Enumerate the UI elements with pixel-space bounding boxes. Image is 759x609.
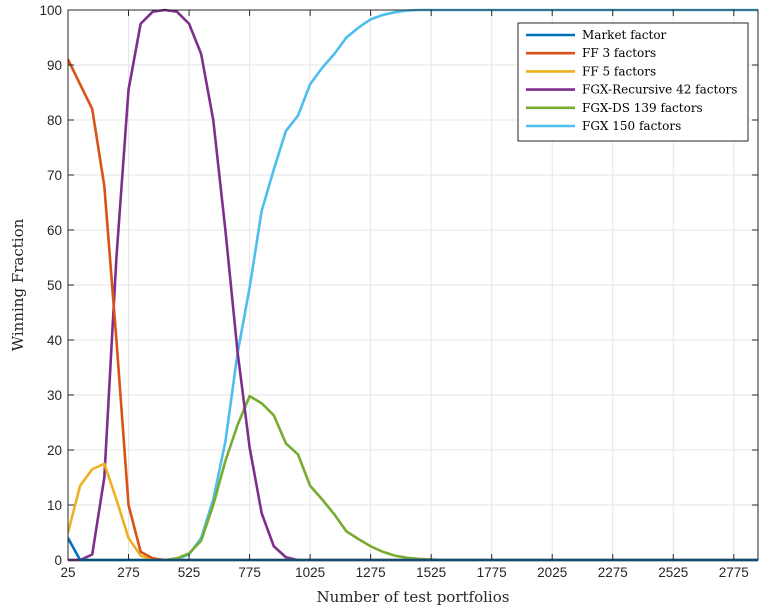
y-tick-label: 0	[54, 553, 62, 568]
x-tick-label: 1275	[356, 565, 386, 580]
x-tick-label: 1525	[416, 565, 446, 580]
x-tick-label: 525	[178, 565, 201, 580]
legend: Market factor FF 3 factors FF 5 factors FGX…	[517, 22, 749, 142]
series-line-0	[68, 536, 758, 562]
y-tick-label: 100	[39, 3, 62, 18]
series-line-2	[68, 462, 758, 562]
y-tick-label: 40	[47, 333, 62, 348]
series-line-4	[68, 394, 758, 562]
x-tick-label: 2025	[537, 565, 567, 580]
legend-entry-3: FGX-Recursive 42 factors	[582, 83, 737, 97]
x-tick-label: 25	[60, 565, 75, 580]
y-tick-label: 70	[47, 168, 62, 183]
x-tick-label: 2275	[598, 565, 628, 580]
x-tick-label: 2525	[658, 565, 688, 580]
x-tick-label: 275	[117, 565, 140, 580]
legend-entry-5: FGX 150 factors	[582, 119, 681, 133]
series-line-3	[68, 8, 758, 562]
legend-entry-1: FF 3 factors	[582, 46, 656, 60]
axis-ticks: 25 275 525 775 1025 1275 1525 1775 2025 2275 2525 2…	[39, 3, 758, 580]
legend-box	[517, 22, 749, 142]
x-tick-label: 1775	[477, 565, 507, 580]
y-axis-label: Winning Fraction	[9, 218, 27, 351]
y-tick-label: 10	[47, 498, 62, 513]
y-tick-label: 50	[47, 278, 62, 293]
y-tick-label: 20	[47, 443, 62, 458]
legend-entry-2: FF 5 factors	[582, 64, 656, 78]
x-tick-label: 775	[238, 565, 261, 580]
x-axis-label: Number of test portfolios	[317, 588, 510, 606]
legend-entry-4: FGX-DS 139 factors	[582, 101, 703, 115]
legend-entry-0: Market factor	[582, 28, 667, 42]
y-tick-label: 30	[47, 388, 62, 403]
x-tick-label: 2775	[719, 565, 749, 580]
y-tick-label: 90	[47, 58, 62, 73]
x-tick-label: 1025	[295, 565, 325, 580]
y-tick-label: 60	[47, 223, 62, 238]
y-tick-label: 80	[47, 113, 62, 128]
